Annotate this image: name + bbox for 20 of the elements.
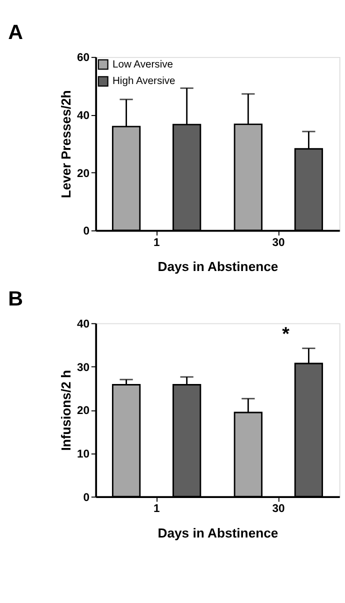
y-tick-label: 0 [83, 492, 90, 504]
chart-title: B [8, 287, 23, 310]
chart-title: A [8, 21, 24, 44]
y-tick-label: 20 [77, 405, 90, 418]
y-axis-title: Infusions/2 h [58, 370, 74, 451]
y-tick-label: 60 [77, 52, 90, 64]
y-tick-label: 0 [83, 226, 90, 238]
y-tick-label: 10 [77, 448, 90, 460]
x-axis-title: Days in Abstinence [158, 525, 278, 540]
legend-label: High Aversive [112, 76, 176, 88]
x-axis-title: Days in Abstinence [158, 259, 278, 274]
x-tick-label: 1 [153, 503, 160, 516]
legend-label: Low Aversive [112, 59, 174, 70]
y-tick-label: 40 [77, 110, 90, 122]
y-tick-label: 30 [77, 362, 90, 374]
y-tick-label: 20 [77, 168, 90, 180]
y-axis-title: Lever Presses/2h [58, 90, 74, 198]
y-tick-label: 40 [77, 318, 90, 330]
x-tick-label: 1 [153, 236, 160, 249]
annotation: * [282, 323, 290, 344]
